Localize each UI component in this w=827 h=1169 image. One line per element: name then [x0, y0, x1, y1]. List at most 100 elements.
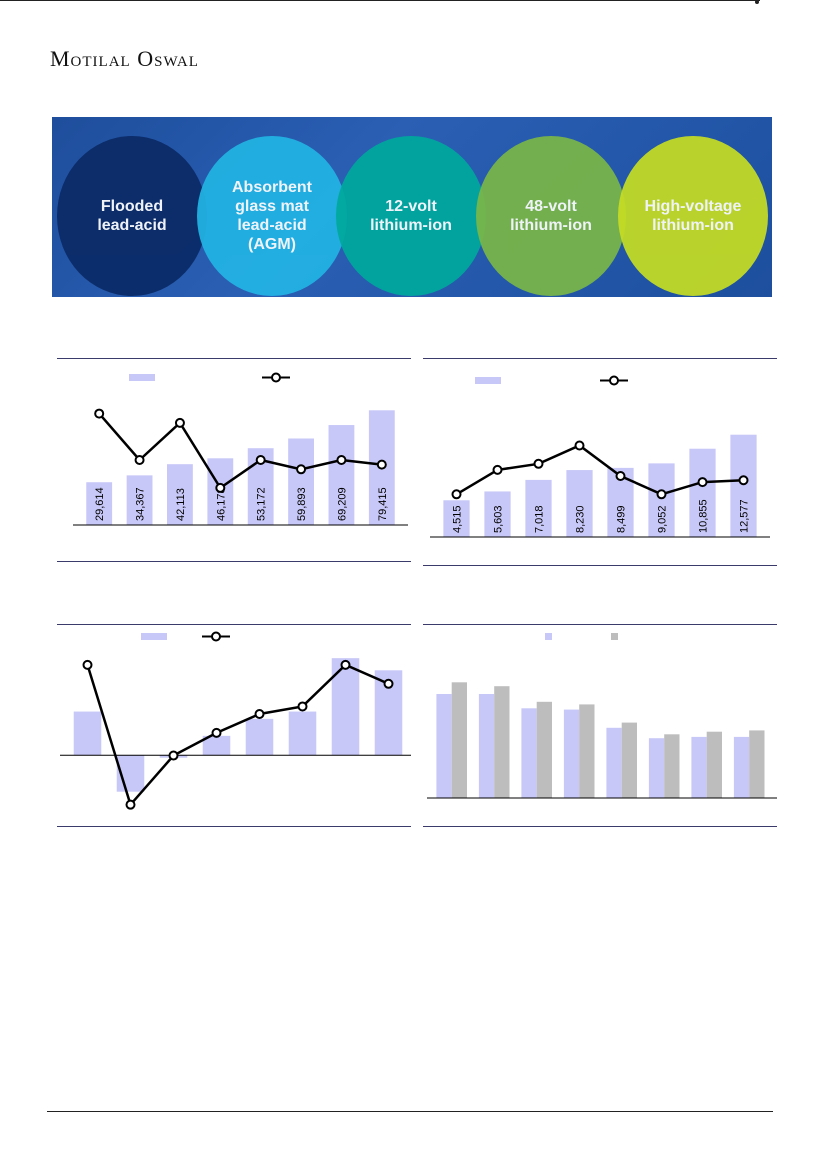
chart-bar [648, 463, 675, 537]
chart-line [455, 444, 744, 496]
chart-bar [749, 730, 765, 798]
chart-bar [126, 475, 153, 525]
chart-bar [436, 694, 452, 798]
chart-bar [536, 701, 552, 798]
chart-line [98, 412, 382, 490]
chart3-bottom-rule [57, 826, 411, 827]
bar-value-label: 8,230 [575, 505, 587, 533]
chart-bar [443, 500, 470, 537]
chart-1: 29,614 34,367 42,113 46,178 53,172 59,893 69,2… [57, 360, 411, 558]
chart-line-point [255, 455, 266, 465]
chart-bar [733, 736, 750, 798]
chart-bar [484, 491, 511, 537]
chart-line-point [94, 408, 105, 419]
chart2-bottom-rule [423, 565, 777, 566]
chart-line-point [174, 417, 185, 428]
bar-value-label: 29,614 [94, 487, 106, 521]
chart4-top-rule [423, 624, 777, 625]
bar-value-label: 69,209 [336, 487, 348, 521]
chart-bar [648, 738, 665, 798]
legend-bar-swatch [611, 633, 618, 640]
chart-line-point [656, 489, 667, 500]
chart-line-point [615, 471, 626, 481]
chart-bar [86, 482, 113, 525]
chart-bar [689, 448, 716, 537]
chart-bar [478, 694, 495, 798]
bar-value-label: 4,515 [452, 505, 464, 533]
chart-bar [706, 731, 722, 798]
banner-circle: 12-volt lithium-ion [336, 136, 486, 296]
chart-bar [245, 718, 274, 756]
bar-value-label: 8,499 [616, 505, 628, 533]
chart-line-point [533, 458, 544, 469]
chart-line-point [574, 440, 585, 451]
chart-line-point [125, 799, 136, 810]
bar-value-label: 7,018 [534, 505, 546, 533]
bar-value-label: 12,577 [739, 499, 751, 533]
chart-bar [288, 438, 314, 525]
chart-line-point [254, 709, 265, 719]
chart1-bottom-rule [57, 561, 411, 562]
chart-line-point [697, 477, 708, 488]
chart-bar [525, 479, 552, 537]
chart-bar [451, 682, 467, 798]
chart-line-point [451, 489, 462, 500]
bar-value-label: 34,367 [135, 487, 147, 521]
chart-line-point [215, 482, 226, 493]
chart-bar [691, 736, 707, 798]
legend-bar-swatch [141, 633, 167, 640]
chart-line-point [340, 659, 351, 670]
chart-4 [423, 626, 777, 824]
legend-bar-swatch [545, 633, 552, 640]
chart-bar [328, 425, 355, 525]
banner-circle: Flooded lead-acid [57, 136, 207, 296]
chart-line-point [134, 455, 145, 465]
chart-bar [730, 434, 757, 537]
chart-line [86, 663, 390, 808]
legend-line-marker [211, 631, 221, 642]
brand-logo: Motilal Oswal [50, 46, 199, 71]
chart4-bottom-rule [423, 826, 777, 827]
chart-bar [73, 711, 102, 756]
chart-bar [288, 711, 317, 756]
chart2-top-rule [423, 358, 777, 359]
banner-circle: High-voltage lithium-ion [618, 136, 768, 296]
bar-value-label: 46,178 [215, 487, 227, 521]
bar-value-label: 59,893 [296, 487, 308, 521]
chart2-svg: 4,515 5,603 7,018 8,230 8,499 9,052 10,855 12,5… [430, 375, 770, 538]
chart-2: 4,515 5,603 7,018 8,230 8,499 9,052 10,855 12,5… [423, 360, 777, 563]
legend-bar-swatch [129, 374, 155, 381]
chart4-svg [427, 633, 777, 799]
chart3-top-rule [57, 624, 411, 625]
bar-value-label: 5,603 [493, 505, 505, 533]
legend-line-marker [609, 375, 619, 386]
chart-line-point [168, 750, 179, 761]
chart-bar [606, 727, 622, 798]
top-rule-dot [755, 0, 759, 4]
chart-bar [566, 470, 593, 537]
chart-bar [579, 704, 595, 798]
battery-technology-banner: Flooded lead-acid Absorbent glass mat lea… [52, 117, 772, 297]
chart1-svg: 29,614 34,367 42,113 46,178 53,172 59,893 69,2… [73, 372, 408, 526]
chart-bar [167, 464, 193, 525]
banner-circle: Absorbent glass mat lead-acid (AGM) [197, 136, 347, 296]
chart3-svg [60, 631, 411, 810]
chart-line-point [297, 701, 308, 712]
footer-rule [47, 1111, 773, 1112]
chart1-top-rule [57, 358, 411, 359]
chart-bar [494, 686, 510, 798]
chart-line-point [296, 464, 307, 475]
bar-value-label: 53,172 [256, 487, 268, 521]
bar-value-label: 79,415 [377, 487, 389, 521]
chart-line-point [492, 464, 503, 475]
chart-line-point [82, 659, 93, 670]
bar-value-label: 9,052 [657, 505, 669, 533]
chart-line-point [336, 455, 347, 465]
chart-bar [563, 709, 580, 798]
chart-line-point [376, 459, 387, 470]
bar-value-label: 10,855 [698, 499, 710, 533]
chart-line-point [738, 475, 749, 486]
chart-line-point [383, 678, 394, 689]
bar-value-label: 42,113 [175, 488, 187, 521]
chart-bar [521, 708, 537, 798]
